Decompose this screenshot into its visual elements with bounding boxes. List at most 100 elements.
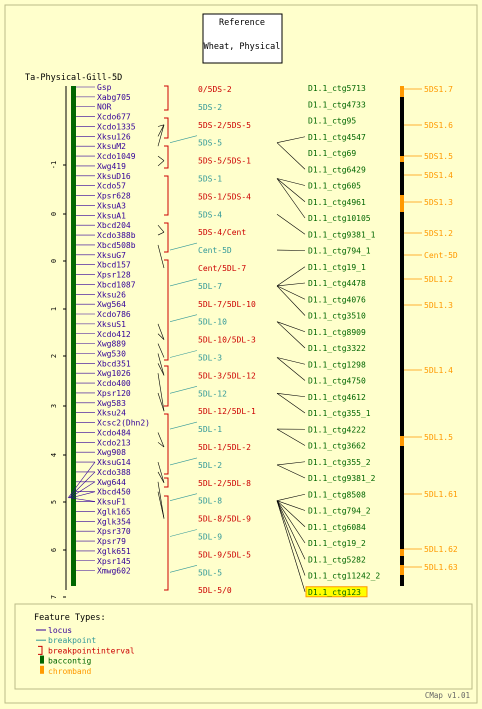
chromband-5ds1-3[interactable]: 5DS1.3 — [424, 198, 453, 207]
contig-d1-1-ctg9381-2[interactable]: D1.1_ctg9381_2 — [308, 474, 376, 483]
locus-xcdo677[interactable]: Xcdo677 — [97, 113, 131, 122]
contig-d1-1-ctg19-1[interactable]: D1.1_ctg19_1 — [308, 263, 366, 272]
contig-d1-1-ctg4612[interactable]: D1.1_ctg4612 — [308, 393, 366, 402]
chromband-5ds1-7[interactable]: 5DS1.7 — [424, 85, 453, 94]
locus-xksug14[interactable]: XksuG14 — [97, 458, 131, 467]
contig-d1-1-ctg4733[interactable]: D1.1_ctg4733 — [308, 100, 366, 109]
locus-xglk354[interactable]: Xglk354 — [97, 517, 131, 526]
breakpoint-5dl-12-5dl-1[interactable]: 5DL-12/5DL-1 — [198, 407, 256, 416]
breakpoint-5dl-9[interactable]: 5DL-9 — [198, 533, 222, 542]
chromband-5dl1-5[interactable]: 5DL1.5 — [424, 433, 453, 442]
contig-d1-1-ctg794-1[interactable]: D1.1_ctg794_1 — [308, 247, 371, 256]
breakpoint-5dl-2[interactable]: 5DL-2 — [198, 461, 222, 470]
locus-xcdo786[interactable]: Xcdo786 — [97, 310, 131, 319]
contig-d1-1-ctg4750[interactable]: D1.1_ctg4750 — [308, 377, 366, 386]
contig-d1-1-ctg3510[interactable]: D1.1_ctg3510 — [308, 312, 366, 321]
locus-xwg530[interactable]: Xwg530 — [97, 349, 126, 358]
locus-xksua1[interactable]: XksuA1 — [97, 211, 126, 220]
contig-d1-1-ctg19-2[interactable]: D1.1_ctg19_2 — [308, 539, 366, 548]
locus-xbcd508b[interactable]: Xbcd508b — [97, 241, 136, 250]
chromband-bar[interactable] — [400, 86, 404, 586]
locus-xcdo388[interactable]: Xcdo388 — [97, 468, 131, 477]
breakpoint-5ds-5[interactable]: 5DS-5 — [198, 139, 222, 148]
chromband-5dl1-4[interactable]: 5DL1.4 — [424, 366, 453, 375]
locus-xwg1026[interactable]: Xwg1026 — [97, 369, 131, 378]
contig-d1-1-ctg3322[interactable]: D1.1_ctg3322 — [308, 344, 366, 353]
breakpoint-5ds-2-5ds-5[interactable]: 5DS-2/5DS-5 — [198, 121, 251, 130]
locus-xcdo1335[interactable]: Xcdo1335 — [97, 122, 136, 131]
contig-d1-1-ctg1298[interactable]: D1.1_ctg1298 — [308, 360, 366, 369]
breakpoint-5ds-2[interactable]: 5DS-2 — [198, 103, 222, 112]
breakpoint-0-5ds-2[interactable]: 0/5DS-2 — [198, 85, 232, 94]
locus-xglk651[interactable]: Xglk651 — [97, 547, 131, 556]
locus-gsp[interactable]: Gsp — [97, 83, 112, 92]
locus-xksu126[interactable]: Xksu126 — [97, 132, 131, 141]
breakpoint-5ds-4[interactable]: 5DS-4 — [198, 210, 222, 219]
contig-d1-1-ctg8508[interactable]: D1.1_ctg8508 — [308, 490, 366, 499]
chromband-5ds1-2[interactable]: 5DS1.2 — [424, 229, 453, 238]
breakpoint-5dl-10[interactable]: 5DL-10 — [198, 318, 227, 327]
contig-d1-1-ctg6429[interactable]: D1.1_ctg6429 — [308, 165, 366, 174]
contig-d1-1-ctg9381-1[interactable]: D1.1_ctg9381_1 — [308, 230, 376, 239]
chromband-5dl1-63[interactable]: 5DL1.63 — [424, 563, 458, 572]
breakpoint-5ds-4-cent[interactable]: 5DS-4/Cent — [198, 228, 246, 237]
contig-d1-1-ctg3662[interactable]: D1.1_ctg3662 — [308, 442, 366, 451]
locus-xksuf1[interactable]: XksuF1 — [97, 498, 126, 507]
locus-xksug7[interactable]: XksuG7 — [97, 251, 126, 260]
breakpoint-5dl-7[interactable]: 5DL-7 — [198, 282, 222, 291]
contig-d1-1-ctg11242-2[interactable]: D1.1_ctg11242_2 — [308, 572, 380, 581]
contig-d1-1-ctg123[interactable]: D1.1_ctg123 — [308, 588, 361, 597]
contig-d1-1-ctg69[interactable]: D1.1_ctg69 — [308, 149, 356, 158]
locus-xksud16[interactable]: XksuD16 — [97, 172, 131, 181]
locus-xksu26[interactable]: Xksu26 — [97, 290, 126, 299]
locus-xcdo213[interactable]: Xcdo213 — [97, 438, 131, 447]
locus-xcsc2-dhn2[interactable]: Xcsc2(Dhn2) — [97, 419, 150, 428]
breakpoint-5dl-12[interactable]: 5DL-12 — [198, 389, 227, 398]
locus-xwg889[interactable]: Xwg889 — [97, 340, 126, 349]
contig-d1-1-ctg4961[interactable]: D1.1_ctg4961 — [308, 198, 366, 207]
locus-xcdo400[interactable]: Xcdo400 — [97, 379, 131, 388]
locus-xksus1[interactable]: XksuS1 — [97, 320, 126, 329]
locus-xglk165[interactable]: Xglk165 — [97, 507, 131, 516]
breakpoint-5dl-9-5dl-5[interactable]: 5DL-9/5DL-5 — [198, 550, 251, 559]
locus-xksum2[interactable]: XksuM2 — [97, 142, 126, 151]
breakpoint-5dl-1[interactable]: 5DL-1 — [198, 425, 222, 434]
breakpoint-5ds-5-5ds-1[interactable]: 5DS-5/5DS-1 — [198, 157, 251, 166]
breakpoint-cent-5dl-7[interactable]: Cent/5DL-7 — [198, 264, 246, 273]
locus-xwg564[interactable]: Xwg564 — [97, 300, 126, 309]
locus-xbcd157[interactable]: Xbcd157 — [97, 261, 131, 270]
locus-nor[interactable]: NOR — [97, 103, 112, 112]
contig-d1-1-ctg10105[interactable]: D1.1_ctg10105 — [308, 214, 371, 223]
breakpoint-5ds-1[interactable]: 5DS-1 — [198, 175, 222, 184]
chromband-5dl1-3[interactable]: 5DL1.3 — [424, 301, 453, 310]
chromosome-bar[interactable] — [71, 86, 76, 586]
locus-xpsr628[interactable]: Xpsr628 — [97, 192, 131, 201]
contig-d1-1-ctg355-2[interactable]: D1.1_ctg355_2 — [308, 458, 371, 467]
chromband-cent-5d[interactable]: Cent-5D — [424, 251, 458, 260]
map-title[interactable]: Ta-Physical-Gill-5D — [25, 73, 122, 83]
contig-d1-1-ctg5282[interactable]: D1.1_ctg5282 — [308, 555, 366, 564]
chromband-5dl1-61[interactable]: 5DL1.61 — [424, 490, 458, 499]
chromband-5dl1-62[interactable]: 5DL1.62 — [424, 545, 458, 554]
locus-xwg419[interactable]: Xwg419 — [97, 162, 126, 171]
locus-xksua3[interactable]: XksuA3 — [97, 201, 126, 210]
locus-xcdo412[interactable]: Xcdo412 — [97, 330, 131, 339]
breakpoint-5dl-1-5dl-2[interactable]: 5DL-1/5DL-2 — [198, 443, 251, 452]
reference-box[interactable]: Reference Wheat, Physical — [202, 13, 283, 64]
breakpoint-5dl-10-5dl-3[interactable]: 5DL-10/5DL-3 — [198, 336, 256, 345]
contig-d1-1-ctg4478[interactable]: D1.1_ctg4478 — [308, 279, 366, 288]
locus-xcdo388b[interactable]: Xcdo388b — [97, 231, 136, 240]
breakpoint-cent-5d[interactable]: Cent-5D — [198, 246, 232, 255]
locus-xpsr370[interactable]: Xpsr370 — [97, 527, 131, 536]
locus-xcdo484[interactable]: Xcdo484 — [97, 428, 131, 437]
contig-d1-1-ctg4076[interactable]: D1.1_ctg4076 — [308, 295, 366, 304]
locus-xpsr128[interactable]: Xpsr128 — [97, 271, 131, 280]
locus-xpsr120[interactable]: Xpsr120 — [97, 389, 131, 398]
chromband-5ds1-6[interactable]: 5DS1.6 — [424, 121, 453, 130]
breakpoint-5dl-2-5dl-8[interactable]: 5DL-2/5DL-8 — [198, 479, 251, 488]
breakpoint-5dl-3[interactable]: 5DL-3 — [198, 354, 222, 363]
chromband-5ds1-5[interactable]: 5DS1.5 — [424, 152, 453, 161]
contig-d1-1-ctg605[interactable]: D1.1_ctg605 — [308, 182, 361, 191]
breakpoint-5dl-7-5dl-10[interactable]: 5DL-7/5DL-10 — [198, 300, 256, 309]
breakpoint-5dl-8[interactable]: 5DL-8 — [198, 497, 222, 506]
